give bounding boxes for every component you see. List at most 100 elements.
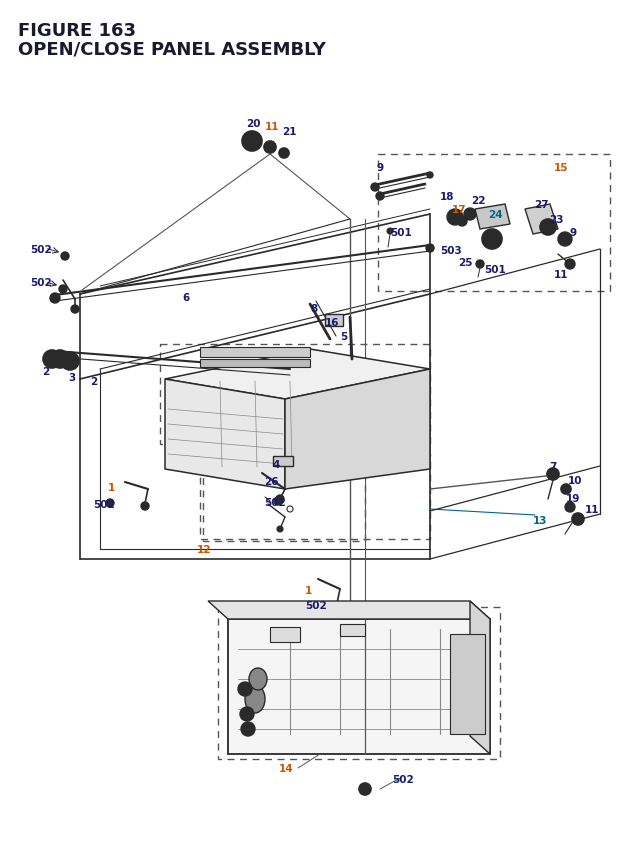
- Circle shape: [540, 220, 556, 236]
- Text: 501: 501: [390, 228, 412, 238]
- Circle shape: [59, 286, 67, 294]
- Circle shape: [63, 255, 67, 258]
- Circle shape: [277, 526, 283, 532]
- Circle shape: [482, 230, 502, 250]
- Text: 502: 502: [392, 774, 413, 784]
- Circle shape: [50, 294, 60, 304]
- Text: 16: 16: [325, 318, 339, 328]
- Text: 6: 6: [182, 293, 189, 303]
- Text: 8: 8: [310, 304, 317, 313]
- Circle shape: [359, 784, 371, 795]
- Circle shape: [568, 505, 572, 510]
- Polygon shape: [475, 205, 510, 230]
- Ellipse shape: [245, 685, 265, 713]
- Circle shape: [61, 253, 69, 261]
- Circle shape: [565, 260, 575, 269]
- Text: OPEN/CLOSE PANEL ASSEMBLY: OPEN/CLOSE PANEL ASSEMBLY: [18, 40, 326, 58]
- Text: 18: 18: [440, 192, 454, 201]
- Polygon shape: [165, 350, 430, 400]
- Circle shape: [276, 495, 284, 504]
- Circle shape: [371, 183, 379, 192]
- Text: 13: 13: [533, 516, 547, 525]
- Ellipse shape: [249, 668, 267, 691]
- Polygon shape: [470, 601, 490, 754]
- Text: 3: 3: [68, 373, 76, 382]
- Circle shape: [387, 229, 393, 235]
- Circle shape: [362, 786, 368, 792]
- Text: 27: 27: [534, 200, 548, 210]
- Text: 11: 11: [585, 505, 600, 514]
- Circle shape: [274, 498, 282, 505]
- Circle shape: [558, 232, 572, 247]
- Circle shape: [451, 214, 459, 222]
- Circle shape: [464, 208, 476, 220]
- Circle shape: [48, 356, 56, 363]
- Bar: [200, 348, 310, 357]
- Text: 14: 14: [279, 763, 294, 773]
- Circle shape: [61, 288, 65, 292]
- Circle shape: [426, 245, 434, 253]
- Circle shape: [550, 472, 556, 478]
- Circle shape: [66, 357, 74, 366]
- Text: 24: 24: [488, 210, 502, 220]
- Text: 2: 2: [42, 367, 49, 376]
- Bar: [218, 607, 500, 759]
- Text: 12: 12: [197, 544, 211, 554]
- Circle shape: [547, 468, 559, 480]
- Bar: [200, 360, 310, 368]
- Text: 20: 20: [246, 119, 260, 129]
- Bar: [203, 460, 365, 542]
- Circle shape: [51, 350, 69, 369]
- Circle shape: [476, 261, 484, 269]
- Text: 2: 2: [90, 376, 97, 387]
- Text: 23: 23: [549, 214, 563, 225]
- Bar: [450, 635, 485, 734]
- Circle shape: [572, 513, 584, 525]
- Circle shape: [43, 350, 61, 369]
- Text: 1: 1: [305, 585, 312, 595]
- Polygon shape: [525, 205, 558, 235]
- Text: 25: 25: [458, 257, 472, 268]
- Text: 501: 501: [484, 264, 506, 275]
- Circle shape: [61, 353, 79, 370]
- Circle shape: [240, 707, 254, 722]
- Text: 11: 11: [265, 122, 280, 132]
- Text: 502: 502: [30, 245, 52, 255]
- Circle shape: [244, 711, 250, 717]
- Text: 19: 19: [566, 493, 580, 504]
- Circle shape: [279, 149, 289, 158]
- Circle shape: [457, 217, 467, 226]
- Circle shape: [427, 173, 433, 179]
- Bar: [160, 344, 430, 444]
- Text: 26: 26: [264, 476, 278, 486]
- Text: 9: 9: [376, 163, 383, 173]
- Text: 4: 4: [272, 460, 280, 469]
- Circle shape: [241, 722, 255, 736]
- Circle shape: [245, 726, 251, 732]
- Circle shape: [467, 212, 473, 218]
- Circle shape: [565, 503, 575, 512]
- Bar: [378, 155, 610, 292]
- Polygon shape: [228, 619, 490, 754]
- Circle shape: [56, 356, 64, 363]
- Text: 502: 502: [93, 499, 115, 510]
- Text: 1: 1: [108, 482, 115, 492]
- Polygon shape: [165, 380, 285, 489]
- Bar: [273, 456, 293, 467]
- Text: 21: 21: [282, 127, 296, 137]
- Text: 7: 7: [549, 461, 556, 472]
- Text: 502: 502: [30, 278, 52, 288]
- Bar: [200, 455, 430, 539]
- Circle shape: [242, 686, 248, 692]
- Text: 503: 503: [440, 245, 461, 256]
- Circle shape: [242, 132, 262, 152]
- Circle shape: [264, 142, 276, 154]
- Text: 5: 5: [340, 331, 348, 342]
- Circle shape: [267, 145, 273, 151]
- Text: FIGURE 163: FIGURE 163: [18, 22, 136, 40]
- Circle shape: [561, 485, 571, 494]
- Circle shape: [247, 137, 257, 147]
- Bar: [270, 628, 300, 642]
- Bar: [340, 624, 365, 636]
- Circle shape: [141, 503, 149, 511]
